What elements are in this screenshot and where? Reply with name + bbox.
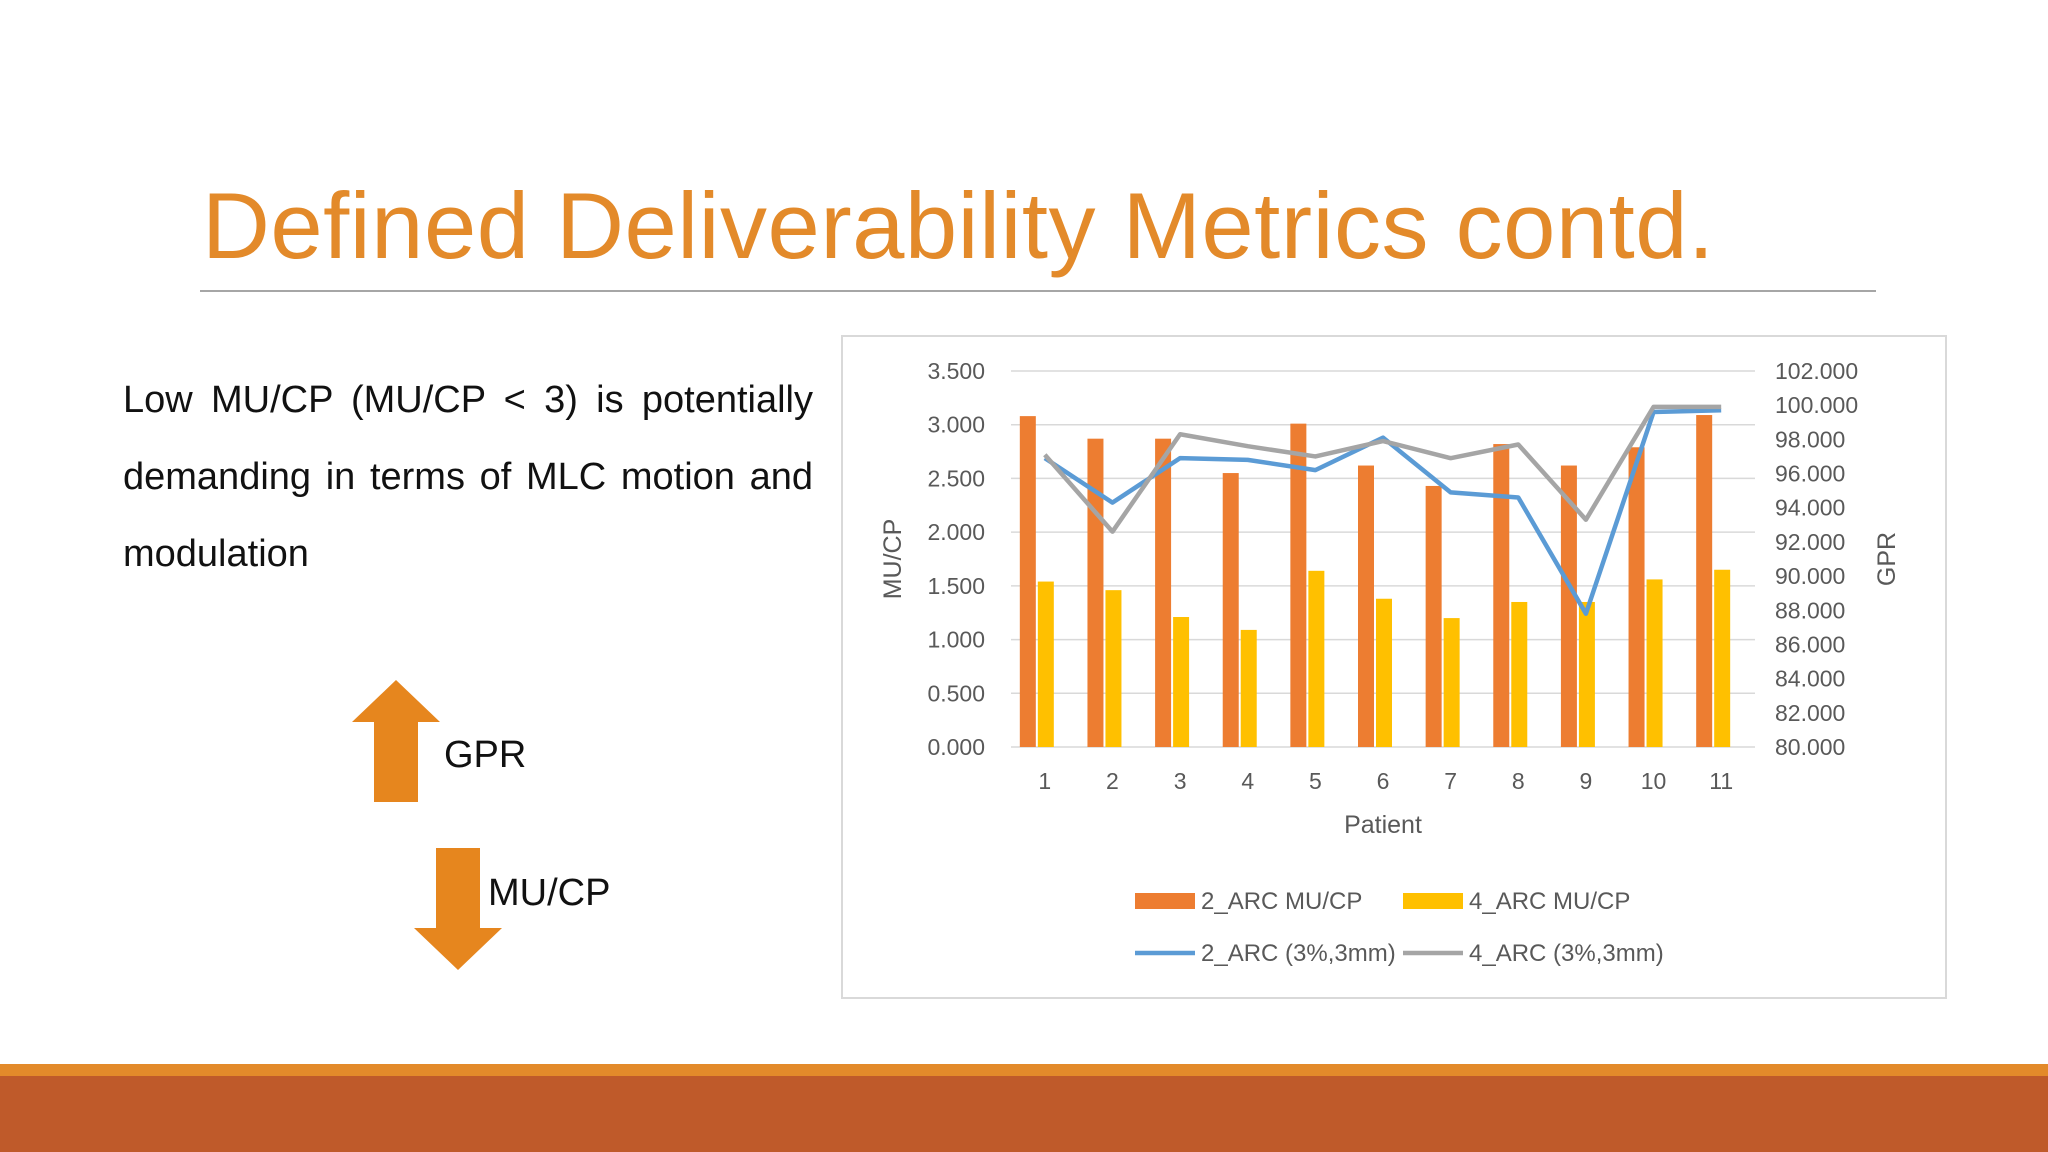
x-tick-label: 11 — [1709, 768, 1733, 794]
y2-tick-label: 86.000 — [1775, 631, 1845, 657]
legend-swatch — [1403, 893, 1463, 909]
bar-2-arc-mu-cp — [1290, 423, 1307, 747]
line-2-arc-3-3mm- — [1043, 408, 1722, 616]
bar-4-arc-mu-cp — [1578, 601, 1595, 747]
bar-4-arc-mu-cp — [1240, 629, 1257, 747]
y-tick-label: 0.500 — [927, 680, 985, 706]
legend-label: 2_ARC (3%,3mm) — [1201, 940, 1396, 967]
footer-band-light — [0, 1064, 2048, 1076]
x-tick-label: 10 — [1641, 768, 1667, 794]
x-tick-label: 6 — [1377, 768, 1390, 794]
y2-tick-label: 80.000 — [1775, 734, 1845, 760]
y-tick-label: 2.500 — [927, 465, 985, 491]
y-axis-title: MU/CP — [879, 519, 907, 600]
gpr-mucp-chart: 0.000 0.500 1.000 1.500 2.000 2.500 3.000 3.500… — [879, 358, 1901, 967]
y-tick-label: 0.000 — [927, 734, 985, 760]
bar-4-arc-mu-cp — [1376, 598, 1392, 747]
x-tick-label: 3 — [1174, 768, 1187, 794]
bar-4-arc-mu-cp — [1173, 617, 1190, 747]
y-tick-label: 1.500 — [927, 573, 985, 599]
legend-label: 2_ARC MU/CP — [1201, 888, 1362, 915]
bar-2-arc-mu-cp — [1425, 485, 1442, 747]
bar-4-arc-mu-cp — [1037, 581, 1054, 747]
x-tick-label: 4 — [1241, 768, 1254, 794]
x-tick-label: 7 — [1444, 768, 1457, 794]
y-tick-label: 2.000 — [927, 519, 985, 545]
y2-axis-title: GPR — [1873, 532, 1901, 586]
bar-2-arc-mu-cp — [1019, 416, 1036, 747]
bar-2-arc-mu-cp — [1087, 438, 1104, 747]
legend-label: 4_ARC (3%,3mm) — [1469, 940, 1664, 967]
bar-2-arc-mu-cp — [1628, 447, 1645, 747]
y2-tick-label: 102.000 — [1775, 358, 1858, 384]
bar-2-arc-mu-cp — [1560, 465, 1577, 747]
y2-tick-label: 84.000 — [1775, 666, 1845, 692]
footer-band-dark — [0, 1076, 2048, 1152]
bar-2-arc-mu-cp — [1696, 415, 1713, 747]
up-arrow-label: GPR — [444, 734, 527, 776]
bar-4-arc-mu-cp — [1308, 570, 1325, 747]
legend-label: 4_ARC MU/CP — [1469, 888, 1630, 915]
y-tick-label: 3.000 — [927, 412, 985, 438]
y2-tick-label: 88.000 — [1775, 597, 1845, 623]
bar-4-arc-mu-cp — [1714, 569, 1731, 747]
y2-tick-label: 90.000 — [1775, 563, 1845, 589]
y2-tick-label: 82.000 — [1775, 700, 1845, 726]
bar-4-arc-mu-cp — [1646, 579, 1663, 747]
y2-tick-label: 100.000 — [1775, 392, 1858, 418]
y-tick-label: 3.500 — [927, 358, 985, 384]
arrow-down-icon — [414, 848, 502, 970]
x-tick-label: 9 — [1580, 768, 1593, 794]
slide-title: Defined Deliverability Metrics contd. — [202, 173, 1715, 278]
y2-tick-label: 96.000 — [1775, 461, 1845, 487]
bar-2-arc-mu-cp — [1493, 444, 1510, 747]
down-arrow-label: MU/CP — [488, 872, 611, 914]
y2-tick-label: 94.000 — [1775, 495, 1845, 521]
x-axis-title: Patient — [1344, 811, 1422, 839]
y2-tick-label: 92.000 — [1775, 529, 1845, 555]
bar-2-arc-mu-cp — [1222, 473, 1239, 747]
y2-tick-label: 98.000 — [1775, 426, 1845, 452]
bar-4-arc-mu-cp — [1105, 590, 1122, 747]
x-tick-label: 1 — [1038, 768, 1051, 794]
body-text: Low MU/CP (MU/CP < 3) is potentially dem… — [123, 379, 813, 575]
bar-2-arc-mu-cp — [1155, 438, 1172, 747]
legend-swatch — [1135, 893, 1195, 909]
bar-4-arc-mu-cp — [1443, 618, 1460, 747]
x-tick-label: 2 — [1106, 768, 1119, 794]
bar-4-arc-mu-cp — [1511, 601, 1528, 747]
y-tick-label: 1.000 — [927, 627, 985, 653]
line-4-arc-3-3mm- — [1043, 404, 1722, 534]
x-tick-label: 8 — [1512, 768, 1525, 794]
chart-frame: 0.000 0.500 1.000 1.500 2.000 2.500 3.000 3.500… — [841, 335, 1947, 999]
x-tick-label: 5 — [1309, 768, 1322, 794]
title-divider — [200, 290, 1876, 292]
bar-2-arc-mu-cp — [1358, 465, 1374, 747]
arrow-up-icon — [352, 680, 440, 802]
